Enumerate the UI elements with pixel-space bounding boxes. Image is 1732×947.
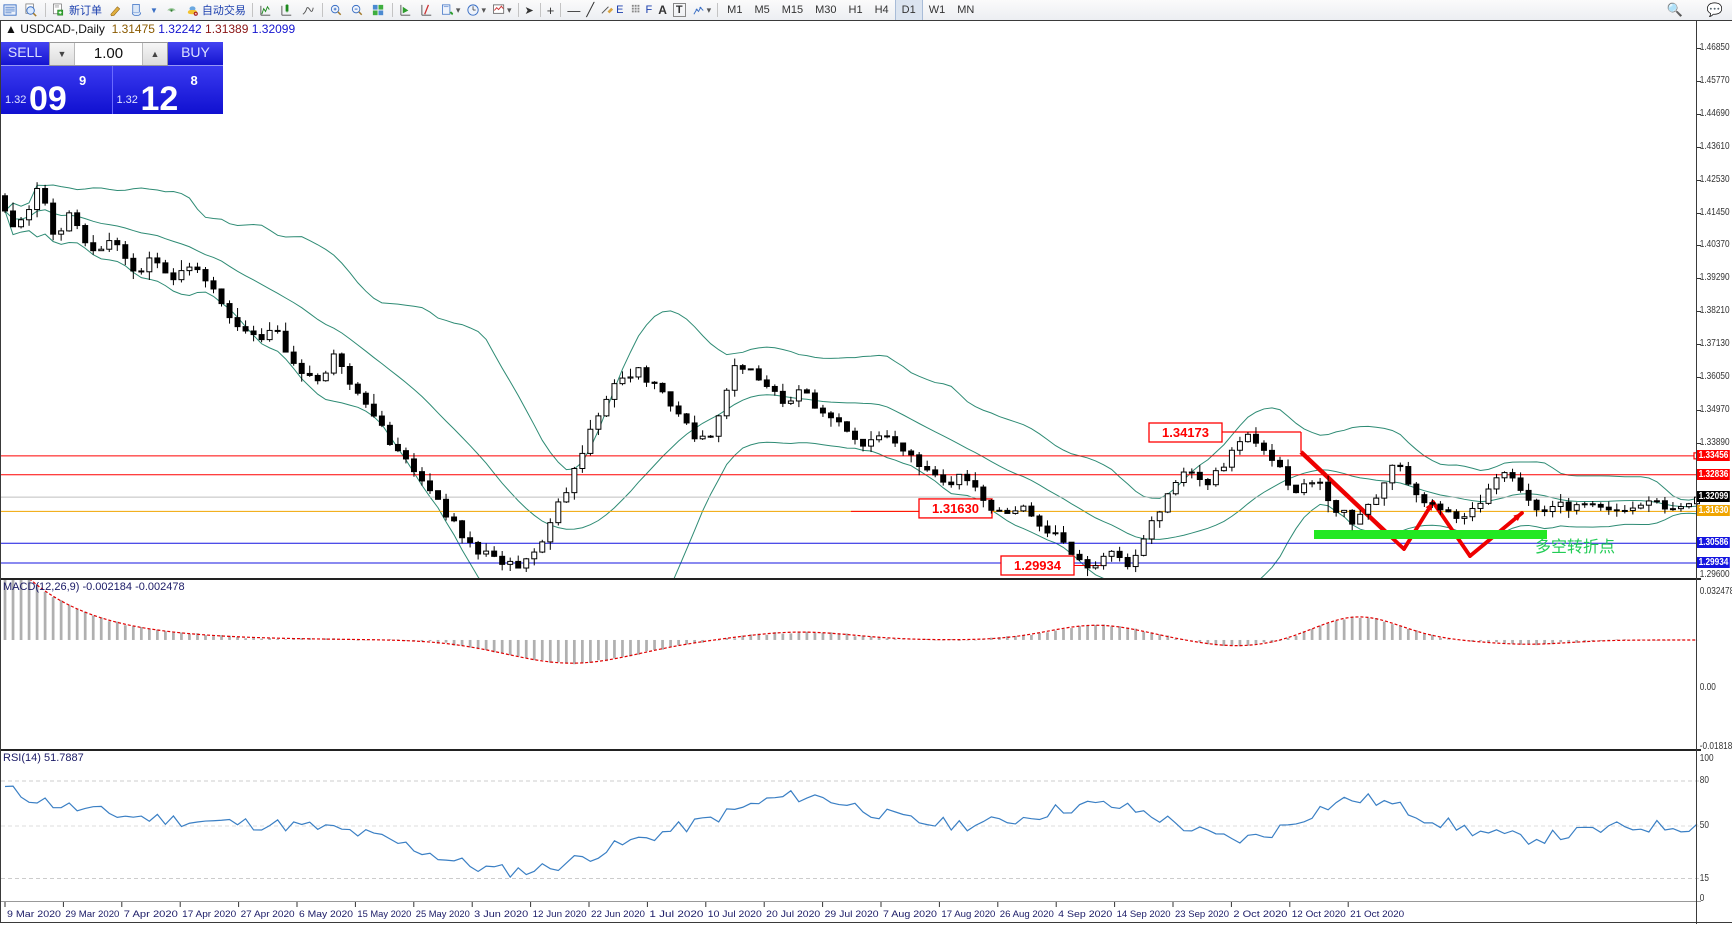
svg-text:1.31630: 1.31630: [932, 501, 979, 516]
svg-text:25 May 2020: 25 May 2020: [416, 909, 470, 919]
svg-text:20 Jul 2020: 20 Jul 2020: [766, 909, 820, 919]
svg-text:12 Oct 2020: 12 Oct 2020: [1292, 909, 1346, 919]
svg-text:26 Aug 2020: 26 Aug 2020: [1000, 909, 1054, 919]
svg-text:4 Sep 2020: 4 Sep 2020: [1058, 909, 1112, 919]
svg-text:3 Jun 2020: 3 Jun 2020: [474, 909, 528, 919]
svg-text:14 Sep 2020: 14 Sep 2020: [1117, 909, 1171, 919]
svg-text:多空转折点: 多空转折点: [1535, 538, 1615, 556]
svg-text:9 Mar 2020: 9 Mar 2020: [7, 909, 61, 919]
svg-text:17 Aug 2020: 17 Aug 2020: [941, 909, 995, 919]
svg-text:1.29934: 1.29934: [1014, 558, 1062, 573]
svg-text:21 Oct 2020: 21 Oct 2020: [1350, 909, 1404, 919]
svg-text:7 Aug 2020: 7 Aug 2020: [883, 909, 937, 919]
svg-text:22 Jun 2020: 22 Jun 2020: [591, 909, 645, 919]
svg-text:29 Jul 2020: 29 Jul 2020: [825, 909, 879, 919]
svg-text:6 May 2020: 6 May 2020: [299, 909, 353, 919]
svg-text:MACD(12,26,9) -0.002184 -0.002: MACD(12,26,9) -0.002184 -0.002478: [3, 581, 185, 593]
svg-text:2 Oct 2020: 2 Oct 2020: [1233, 909, 1287, 919]
svg-text:29 Mar 2020: 29 Mar 2020: [65, 909, 119, 919]
svg-text:23 Sep 2020: 23 Sep 2020: [1175, 909, 1229, 919]
svg-text:RSI(14) 51.7887: RSI(14) 51.7887: [3, 752, 84, 764]
svg-text:1 Jul 2020: 1 Jul 2020: [649, 909, 703, 919]
svg-text:27 Apr 2020: 27 Apr 2020: [241, 909, 295, 919]
svg-text:7 Apr 2020: 7 Apr 2020: [124, 909, 178, 919]
svg-text:15 May 2020: 15 May 2020: [357, 909, 411, 919]
svg-text:17 Apr 2020: 17 Apr 2020: [182, 909, 236, 919]
svg-text:10 Jul 2020: 10 Jul 2020: [708, 909, 762, 919]
svg-text:1.34173: 1.34173: [1162, 425, 1209, 440]
svg-text:12 Jun 2020: 12 Jun 2020: [533, 909, 587, 919]
